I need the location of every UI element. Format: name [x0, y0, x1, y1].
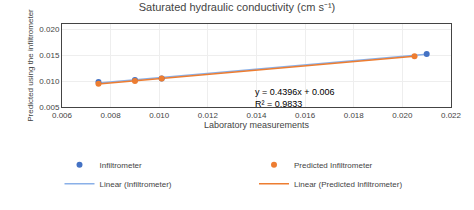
svg-text:0.020: 0.020 [392, 111, 413, 120]
svg-text:Saturated hydraulic conductivi: Saturated hydraulic conductivity (cm s⁻¹… [139, 1, 336, 13]
svg-text:Infiltrometer: Infiltrometer [100, 161, 143, 170]
svg-text:0.015: 0.015 [39, 51, 60, 60]
svg-text:Laboratory measurements: Laboratory measurements [204, 120, 310, 130]
svg-text:0.020: 0.020 [39, 25, 60, 34]
svg-text:0.010: 0.010 [39, 77, 60, 86]
svg-text:0.022: 0.022 [441, 111, 462, 120]
svg-text:0.014: 0.014 [246, 111, 267, 120]
svg-text:Predicted using the infiltrome: Predicted using the infiltrometer [26, 9, 35, 122]
svg-text:0.018: 0.018 [344, 111, 365, 120]
svg-text:0.006: 0.006 [52, 111, 73, 120]
svg-text:0.010: 0.010 [149, 111, 170, 120]
svg-text:Linear (Predicted Infiltromete: Linear (Predicted Infiltrometer) [294, 180, 402, 189]
svg-text:0.012: 0.012 [198, 111, 219, 120]
svg-text:Linear (Infiltrometer): Linear (Infiltrometer) [100, 180, 172, 189]
svg-text:0.008: 0.008 [101, 111, 122, 120]
svg-text:0.005: 0.005 [39, 103, 60, 112]
svg-text:0.016: 0.016 [295, 111, 316, 120]
svg-text:y = 0.4396x + 0.006R² = 0.9833: y = 0.4396x + 0.006R² = 0.9833 [255, 87, 335, 109]
svg-text:Predicted Infiltrometer: Predicted Infiltrometer [294, 161, 373, 170]
